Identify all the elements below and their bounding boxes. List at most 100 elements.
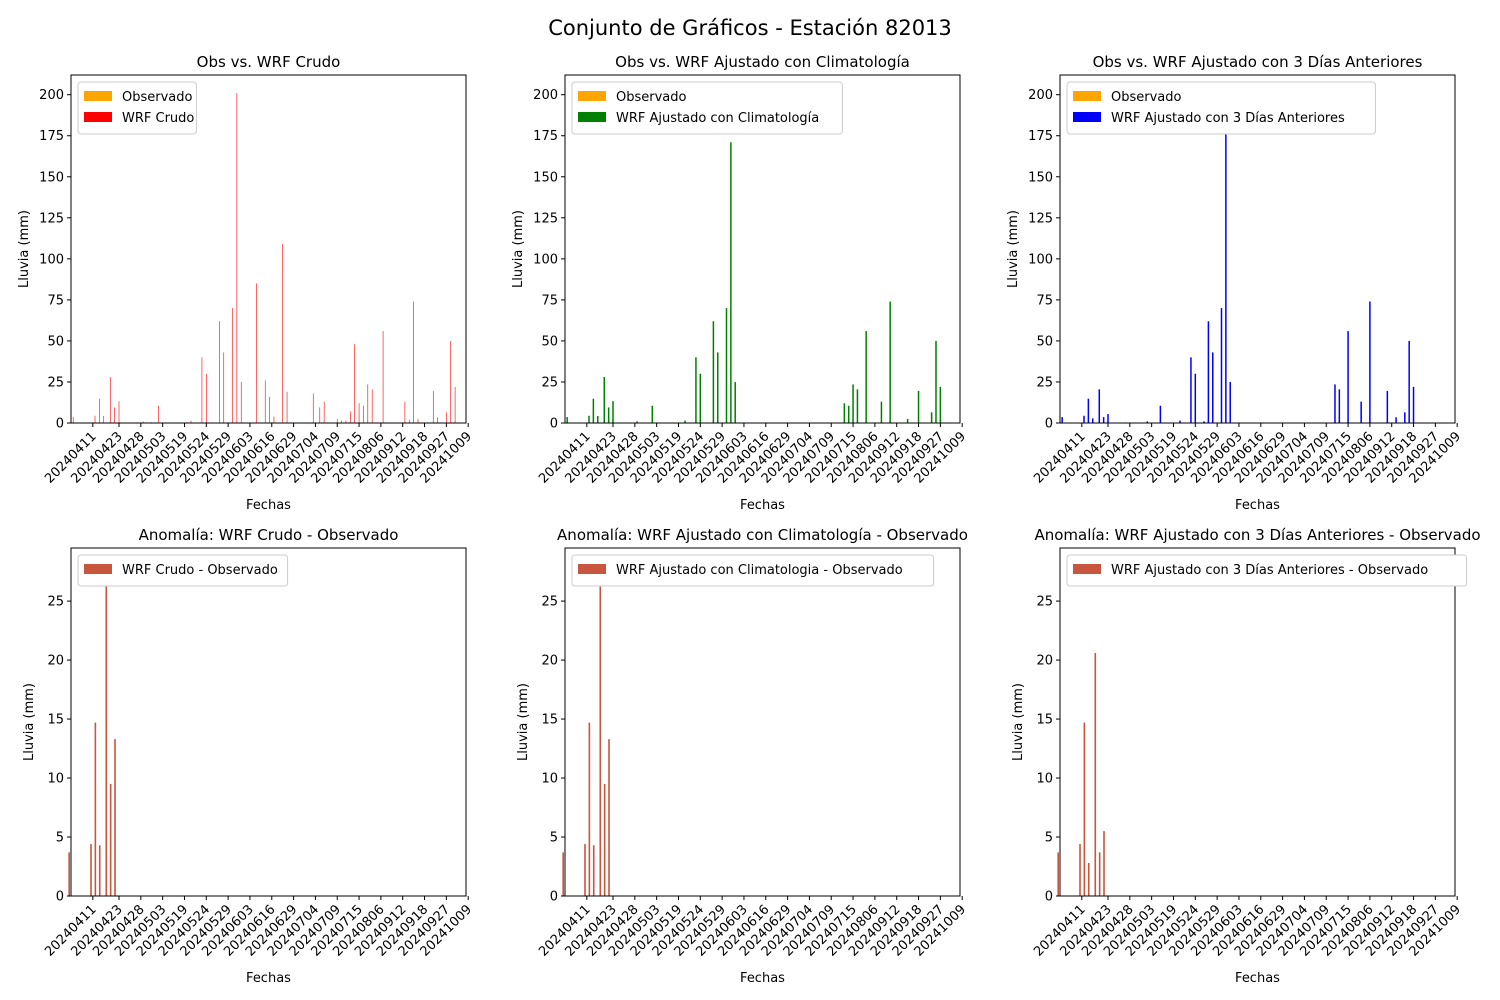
subplot-title: Anomalía: WRF Ajustado con 3 Días Anteri… xyxy=(1034,526,1480,544)
axes-frame xyxy=(1059,547,1456,897)
bar-anomalia xyxy=(105,565,108,896)
bar-wrf_climatologia xyxy=(607,407,610,423)
legend-box xyxy=(77,554,289,587)
legend-label: WRF Ajustado con 3 Días Anteriores xyxy=(1111,111,1345,126)
bar-wrf_3dias xyxy=(1408,340,1410,423)
legend-label: WRF Ajustado con 3 Días Anteriores - Obs… xyxy=(1111,563,1428,578)
x-axis-label: Fechas xyxy=(740,498,785,513)
bar-wrf_3dias xyxy=(1220,308,1223,423)
bar-wrf_crudo xyxy=(118,401,120,423)
bar-wrf_crudo xyxy=(256,283,257,423)
legend-swatch xyxy=(578,112,606,122)
x-axis-label: Fechas xyxy=(1235,971,1280,986)
bar-anomalia xyxy=(608,739,610,896)
y-tick-label: 15 xyxy=(1036,713,1053,728)
bar-wrf_crudo xyxy=(312,393,314,423)
bar-wrf_climatologia xyxy=(596,415,599,423)
y-tick-label: 175 xyxy=(1028,129,1053,144)
bar-wrf_crudo xyxy=(99,398,100,423)
bar-anomalia xyxy=(94,722,97,896)
bar-wrf_3dias xyxy=(1203,421,1205,423)
bar-anomalia xyxy=(1094,652,1097,896)
y-tick-label: 10 xyxy=(541,772,558,787)
figure-suptitle: Conjunto de Gráficos - Estación 82013 xyxy=(548,16,952,40)
bar-anomalia xyxy=(68,852,70,896)
bar-wrf_crudo xyxy=(190,420,192,423)
bar-wrf_3dias xyxy=(1212,352,1214,423)
legend-swatch xyxy=(84,91,112,101)
bar-wrf_crudo xyxy=(404,401,406,423)
y-axis-label: Lluvia (mm) xyxy=(22,683,37,761)
axes-frame xyxy=(564,74,961,424)
y-tick-label: 5 xyxy=(1045,831,1053,846)
y-tick-label: 25 xyxy=(47,375,64,390)
bar-wrf_crudo xyxy=(323,401,325,423)
y-tick-label: 200 xyxy=(39,88,64,103)
y-tick-label: 100 xyxy=(1028,252,1053,267)
y-tick-label: 5 xyxy=(550,831,558,846)
bar-wrf_3dias xyxy=(1098,389,1101,423)
bar-wrf_3dias xyxy=(1091,418,1094,423)
legend-label: WRF Crudo xyxy=(122,111,194,126)
bar-wrf_crudo xyxy=(367,384,369,423)
bar-wrf_crudo xyxy=(223,352,225,423)
y-tick-label: 50 xyxy=(1036,334,1053,349)
bar-wrf_crudo xyxy=(264,380,266,423)
bar-wrf_climatologia xyxy=(603,377,606,423)
bar-wrf_climatologia xyxy=(612,401,614,423)
bar-wrf_crudo xyxy=(232,308,233,423)
bar-wrf_3dias xyxy=(1102,417,1105,423)
subplot-title: Anomalía: WRF Ajustado con Climatología … xyxy=(557,526,968,544)
legend-swatch xyxy=(578,564,606,574)
bar-wrf_crudo xyxy=(408,419,410,423)
bar-wrf_climatologia xyxy=(939,386,942,423)
bar-wrf_crudo xyxy=(354,344,356,423)
bar-wrf_3dias xyxy=(1061,417,1063,423)
bar-anomalia xyxy=(1103,831,1105,896)
bar-wrf_crudo xyxy=(206,373,207,423)
bar-wrf_climatologia xyxy=(906,418,909,423)
bar-anomalia xyxy=(562,852,564,896)
y-tick-label: 20 xyxy=(1036,654,1053,669)
bar-wrf_climatologia xyxy=(712,321,715,423)
bar-anomalia xyxy=(114,739,116,896)
subplot-3: 0255075100125150175200202404112024042320… xyxy=(1006,53,1464,513)
y-tick-label: 10 xyxy=(47,772,64,787)
y-tick-label: 50 xyxy=(47,334,64,349)
bar-wrf_crudo xyxy=(109,377,111,423)
bar-wrf_climatologia xyxy=(843,403,846,423)
bar-wrf_climatologia xyxy=(684,420,686,423)
y-tick-label: 150 xyxy=(1028,170,1053,185)
bar-wrf_3dias xyxy=(1404,412,1406,423)
y-tick-label: 150 xyxy=(533,170,558,185)
bar-wrf_3dias xyxy=(1179,420,1181,423)
y-tick-label: 50 xyxy=(541,334,558,349)
bar-wrf_3dias xyxy=(1107,413,1109,423)
bar-wrf_climatologia xyxy=(699,373,702,423)
bar-wrf_crudo xyxy=(282,244,283,423)
y-tick-label: 125 xyxy=(533,211,558,226)
bar-wrf_crudo xyxy=(240,381,242,423)
bar-wrf_3dias xyxy=(1386,390,1389,423)
legend-swatch xyxy=(84,112,112,122)
bar-wrf_3dias xyxy=(1412,386,1415,423)
y-tick-label: 100 xyxy=(39,252,64,267)
bar-wrf_climatologia xyxy=(734,381,736,423)
y-tick-label: 175 xyxy=(39,129,64,144)
bar-wrf_climatologia xyxy=(856,389,859,423)
bar-wrf_climatologia xyxy=(636,421,638,423)
bar-wrf_crudo xyxy=(446,412,447,423)
y-tick-label: 150 xyxy=(39,170,64,185)
bar-wrf_3dias xyxy=(1369,301,1371,423)
legend-swatch xyxy=(578,91,606,101)
bar-wrf_3dias xyxy=(1207,321,1210,423)
bar-anomalia xyxy=(603,783,606,896)
bar-wrf_climatologia xyxy=(588,415,590,423)
bar-anomalia xyxy=(584,844,586,896)
bar-anomalia xyxy=(1083,722,1086,896)
bar-wrf_crudo xyxy=(371,389,373,423)
bar-wrf_climatologia xyxy=(880,401,883,423)
legend-label: WRF Crudo - Observado xyxy=(122,563,278,578)
y-tick-label: 5 xyxy=(56,831,64,846)
